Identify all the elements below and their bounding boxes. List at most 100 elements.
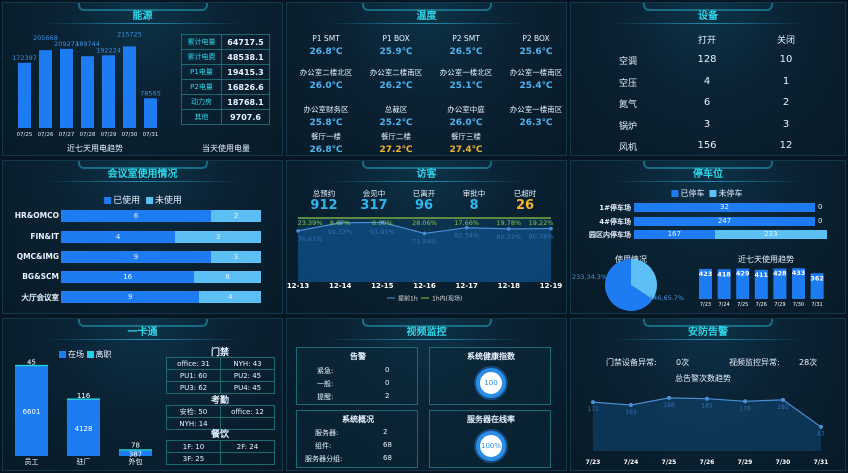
energy-table-row: P1电量 19415.3 <box>181 64 270 80</box>
visitor-stat-value: 8 <box>469 198 479 213</box>
parking-trend-day: 7/29 <box>774 302 785 308</box>
online-box: 服务器在线率 100% <box>429 410 551 468</box>
temp-value: 25.1℃ <box>449 81 483 91</box>
card-left-value: 45 <box>27 358 36 366</box>
meeting-unused-bar: 3 <box>211 251 261 263</box>
temp-value: 25.2℃ <box>379 118 413 128</box>
energy-bar <box>39 50 52 128</box>
meeting-unused-bar: 2 <box>211 210 261 222</box>
energy-table-value: 48538.1 <box>221 49 270 65</box>
access-cell: PU2: 45 <box>220 369 275 382</box>
col-open: 打开 <box>697 36 717 46</box>
health-box: 系统健康指数 100 <box>429 347 551 405</box>
parking-free-value: 0 <box>818 203 823 211</box>
visitor-panel: 访客 总预约 912 会见中 317 已离开 96 审批中 8 已超时 26 76.61% 23.3… <box>286 160 567 314</box>
video-value: 28次 <box>799 358 818 367</box>
overview-label: 服务器分组: <box>305 455 343 463</box>
parking-trend-day: 7/26 <box>756 302 767 308</box>
overview-value: 2 <box>383 428 388 436</box>
energy-table-row: P2电量 16826.6 <box>181 79 270 95</box>
parking-trend-bar <box>699 268 712 299</box>
parking-legend: 已停车 未停车 <box>671 188 743 199</box>
card-onsite-value: 387 <box>129 451 142 459</box>
visitor-point <box>549 226 553 231</box>
temp-location-label: 办公室一楼北区 <box>439 68 493 77</box>
temp-location-label: P2 BOX <box>522 34 550 43</box>
visitor-x-label: 12-18 <box>498 282 521 290</box>
visitor-stat-label: 已超时 <box>513 189 537 198</box>
parking-trend-value: 423 <box>699 270 713 278</box>
security-point <box>591 400 595 405</box>
visitor-point <box>338 220 342 225</box>
visitor-advance-label: 71.94% <box>412 237 437 245</box>
equipment-open-count: 4 <box>703 75 711 87</box>
security-area <box>593 397 821 451</box>
parking-trend-bar <box>792 268 805 299</box>
equipment-close-count: 1 <box>782 75 790 87</box>
visitor-stat-value: 96 <box>414 198 434 213</box>
panel-title: 设备 <box>698 11 718 22</box>
overview-label: 组件: <box>315 442 332 450</box>
energy-day-label: 07/31 <box>143 132 159 138</box>
energy-table-row: 动力房 18768.1 <box>181 94 270 110</box>
card-bar-left <box>15 364 48 367</box>
visitor-point <box>464 225 469 230</box>
card-category-label: 员工 <box>25 458 39 466</box>
visitor-onsite-label: 17.66% <box>454 219 479 227</box>
card-left-value: 116 <box>77 392 91 400</box>
parking-pie-slice <box>631 259 657 300</box>
temp-location-label: 餐厅二楼 <box>381 132 411 141</box>
security-chart-title: 总告警次数趋势 <box>675 374 731 383</box>
meeting-unused-bar: 4 <box>199 291 261 303</box>
card-panel: 一卡通 在场 离职 6601 45 员工 4128 116 驻厂 387 78 外包 门禁 off… <box>2 318 283 471</box>
energy-table-label: P1电量 <box>181 64 222 80</box>
temp-location-label: P2 SMT <box>452 34 480 43</box>
energy-bar <box>18 62 31 129</box>
visitor-blue-area <box>298 222 551 282</box>
panel-title: 访客 <box>416 169 437 180</box>
temp-value: 26.8℃ <box>309 47 343 57</box>
energy-day-label: 07/25 <box>17 132 33 138</box>
parking-trend-value: 418 <box>717 270 731 278</box>
parking-lot-label: 1#停车场 <box>599 204 631 212</box>
meeting-room-label: QMC&IMG <box>16 252 59 261</box>
parking-pie-slice <box>605 259 653 311</box>
visitor-x-label: 12-19 <box>540 282 563 290</box>
security-point <box>819 424 823 429</box>
overview-title: 系统概况 <box>342 415 374 424</box>
alarm-label: 提醒: <box>317 393 334 401</box>
meeting-used-bar: 9 <box>61 251 211 263</box>
parking-trend-bar <box>736 268 750 299</box>
temperature-panel: 温度 P1 SMT 26.8℃ P1 BOX 25.9℃ P2 SMT 26.5℃ P2 B… <box>286 2 567 156</box>
equipment-panel: 设备 打开 关闭 空调 128 10 空压 4 1 氮气 6 2 锅炉 3 3 风机 156 12 <box>570 2 846 156</box>
parking-trend-day: 7/30 <box>793 302 804 308</box>
attendance-cell: NYH: 14 <box>166 417 221 430</box>
security-line-chart: 173 7/23 163 7/24 188 7/25 185 7/26 176 7/29 181 7/… <box>586 395 828 466</box>
energy-day-label: 07/29 <box>101 132 117 138</box>
visitor-line-chart: 76.61%23.39%12-1391.33%8.67%12-1491.91%8… <box>287 217 563 303</box>
attendance-title: 考勤 <box>210 396 230 406</box>
health-title: 系统健康指数 <box>467 352 515 361</box>
energy-table-value: 19415.3 <box>221 64 270 80</box>
parking-lot-label: 园区内停车场 <box>589 231 631 239</box>
visitor-stat-value: 912 <box>310 198 338 213</box>
access-title: 门禁 <box>210 348 230 358</box>
temp-location-label: 餐厅一楼 <box>311 132 341 141</box>
alarm-label: 紧急: <box>317 367 334 375</box>
panel-title: 能源 <box>132 11 153 22</box>
parking-trend-day: 7/25 <box>737 302 748 308</box>
card-onsite-value: 6601 <box>23 408 41 416</box>
security-point <box>743 399 747 404</box>
visitor-stat-value: 317 <box>360 198 388 213</box>
online-title: 服务器在线率 <box>467 415 515 424</box>
energy-table-value: 18768.1 <box>221 94 270 110</box>
alarm-value: 2 <box>385 392 390 400</box>
security-value-label: 188 <box>663 402 675 409</box>
online-gauge: 100% <box>476 431 506 461</box>
equipment-name: 风机 <box>619 143 638 153</box>
energy-bar-label: 172397 <box>12 54 37 62</box>
visitor-point <box>296 229 300 233</box>
card-onsite-value: 4128 <box>75 425 93 433</box>
temp-location-label: 办公室二楼南区 <box>369 68 423 77</box>
